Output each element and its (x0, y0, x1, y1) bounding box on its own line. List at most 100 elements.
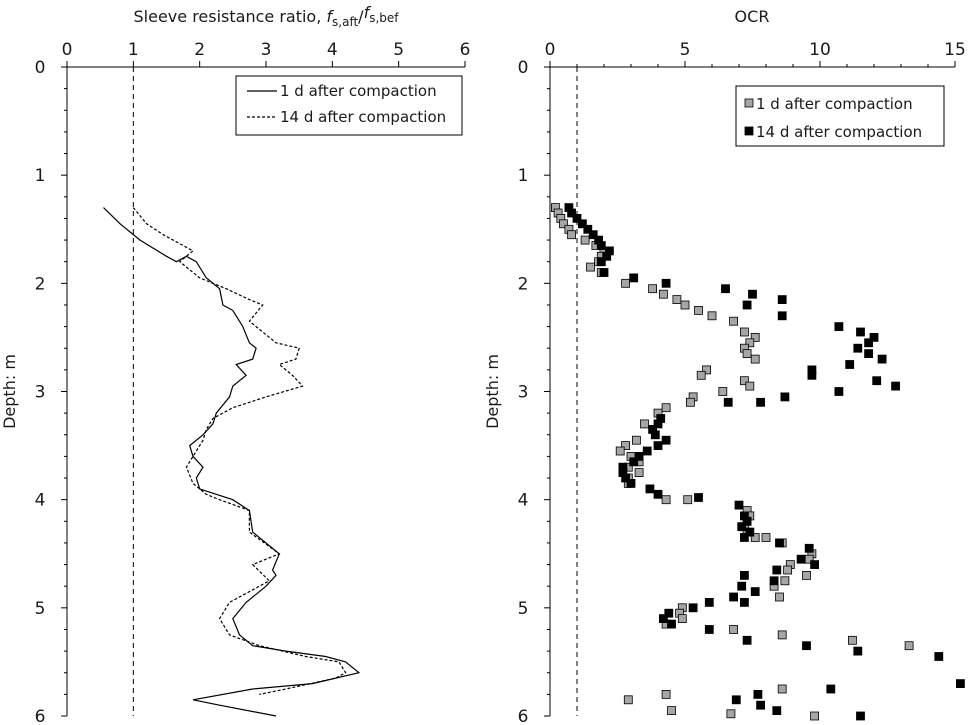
data-point-14d (567, 208, 576, 218)
data-point-14d (626, 478, 636, 488)
y-axis-title: Depth: m (483, 354, 502, 429)
data-point-14d (588, 230, 598, 240)
data-point-14d (834, 322, 844, 332)
y-tick-label: 2 (518, 274, 529, 294)
data-point-14d (864, 349, 873, 359)
data-point-14d (748, 289, 757, 299)
data-point-14d (877, 354, 887, 364)
data-point-14d (578, 219, 587, 229)
data-point-14d (777, 295, 787, 305)
data-point-1d (729, 316, 738, 326)
x-tick-label: 5 (393, 40, 404, 60)
data-point-14d (777, 311, 787, 321)
data-point-14d (745, 527, 755, 537)
data-point-14d (737, 581, 747, 591)
data-point-1d (694, 305, 703, 315)
data-point-14d (891, 381, 900, 391)
data-point-1d (686, 397, 695, 407)
data-point-14d (845, 360, 855, 369)
x-axis-title: Sleeve resistance ratio, fs,aft/fs,bef (134, 3, 400, 29)
y-tick-label: 3 (35, 383, 46, 403)
x-tick-label: 0 (545, 40, 556, 60)
y-tick-label: 4 (35, 491, 46, 511)
data-point-1d (659, 289, 668, 299)
data-point-14d (853, 646, 863, 656)
data-point-1d (661, 403, 671, 413)
data-point-14d (804, 543, 814, 553)
legend: 1 d after compaction 14 d after compactio… (235, 75, 463, 136)
data-point-1d (702, 365, 711, 375)
data-point-14d (596, 241, 606, 250)
data-point-1d (677, 614, 687, 623)
y-tick-label: 4 (518, 491, 529, 511)
x-tick-label: 1 (128, 40, 139, 60)
data-point-14d (753, 690, 763, 699)
data-point-1d (848, 635, 857, 645)
data-point-1d (615, 446, 625, 456)
data-point-14d (653, 489, 663, 499)
x-tick-label: 6 (460, 40, 471, 60)
x-tick-label: 15 (944, 40, 966, 60)
x-axis-title-part: f (364, 3, 372, 22)
x-axis-title-part: / (358, 7, 364, 26)
data-point-1d (672, 295, 682, 305)
data-point-1d (745, 338, 755, 348)
data-point-1d (810, 711, 819, 721)
series-line-14d (132, 207, 347, 695)
y-tick-label: 6 (518, 707, 529, 725)
data-point-14d (775, 538, 784, 548)
legend-swatch (744, 126, 754, 136)
x-axis-title-part: f (326, 7, 334, 26)
data-point-1d (648, 284, 657, 294)
data-point-14d (856, 327, 865, 337)
data-point-1d (750, 354, 760, 364)
x-tick-label: 10 (809, 40, 831, 60)
y-tick-label: 1 (518, 166, 529, 186)
legend-box (235, 75, 463, 136)
data-point-14d (583, 224, 593, 234)
x-tick-label: 3 (261, 40, 272, 60)
data-point-14d (740, 598, 749, 607)
data-point-1d (745, 381, 755, 391)
legend-label: 14 d after compaction (280, 108, 446, 126)
data-point-14d (721, 284, 730, 294)
x-axis-title: OCR (735, 7, 770, 26)
data-point-14d (734, 500, 744, 510)
data-point-14d (802, 641, 811, 651)
data-point-14d (694, 493, 703, 502)
data-point-14d (780, 392, 790, 402)
data-point-14d (661, 435, 671, 445)
data-point-14d (742, 635, 752, 645)
data-point-14d (572, 213, 582, 223)
series-line-1d (103, 207, 361, 717)
data-point-1d (777, 630, 787, 640)
data-point-14d (769, 576, 779, 586)
data-point-14d (956, 679, 965, 688)
x-tick-label: 2 (194, 40, 205, 60)
data-point-1d (661, 690, 671, 699)
data-point-1d (761, 533, 771, 542)
data-point-14d (602, 251, 612, 261)
y-tick-label: 5 (518, 599, 529, 619)
legend-swatch (744, 98, 754, 108)
data-point-14d (642, 446, 652, 456)
data-point-14d (634, 451, 644, 461)
data-point-1d (726, 709, 736, 719)
x-axis-title-part: Sleeve resistance ratio, (134, 7, 327, 26)
legend-label: 14 d after compaction (756, 123, 922, 141)
data-point-14d (742, 516, 752, 526)
y-tick-label: 1 (35, 166, 46, 186)
x-tick-label: 4 (327, 40, 338, 60)
data-point-1d (750, 533, 760, 542)
data-point-14d (826, 684, 836, 694)
data-point-14d (629, 273, 639, 283)
data-point-1d (775, 592, 784, 602)
data-point-14d (599, 268, 609, 277)
data-point-14d (664, 608, 674, 618)
data-point-1d (729, 625, 738, 634)
data-point-14d (723, 397, 733, 407)
data-point-1d (904, 641, 914, 651)
data-point-14d (750, 587, 760, 596)
data-point-14d (756, 700, 765, 710)
data-point-1d (632, 435, 641, 445)
